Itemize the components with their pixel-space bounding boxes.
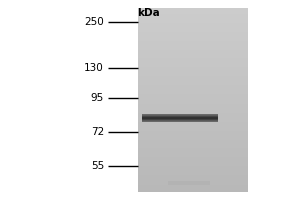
Text: 55: 55 bbox=[91, 161, 104, 171]
Text: 130: 130 bbox=[84, 63, 104, 73]
Text: 250: 250 bbox=[84, 17, 104, 27]
Text: 95: 95 bbox=[91, 93, 104, 103]
Text: 72: 72 bbox=[91, 127, 104, 137]
Text: kDa: kDa bbox=[136, 8, 159, 18]
